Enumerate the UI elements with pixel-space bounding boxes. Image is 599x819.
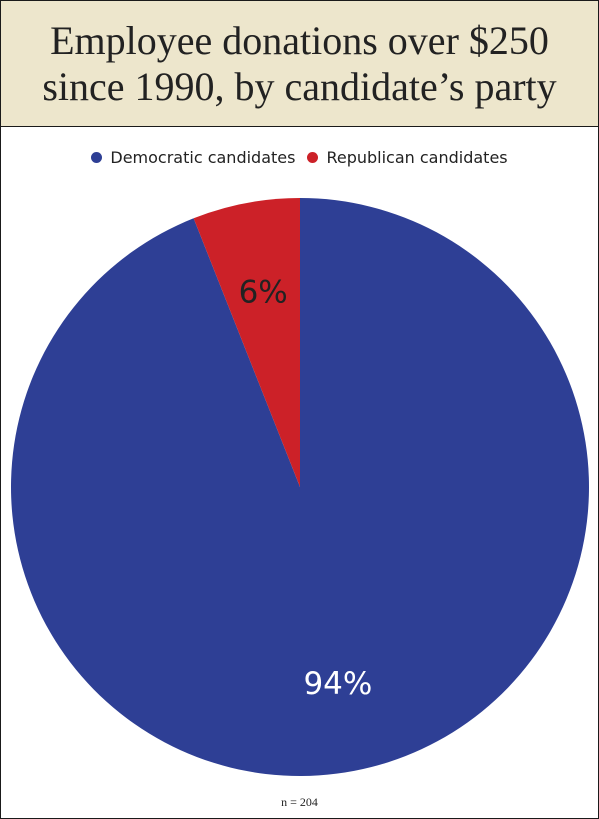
legend-item-republican: Republican candidates	[307, 148, 508, 167]
chart-title-line-2: since 1990, by candidate’s party	[42, 63, 557, 109]
legend-label-republican: Republican candidates	[326, 148, 508, 167]
legend: Democratic candidates Republican candida…	[1, 148, 598, 167]
title-banner: Employee donations over $250 since 1990,…	[1, 1, 598, 127]
legend-label-democratic: Democratic candidates	[110, 148, 296, 167]
legend-swatch-democratic	[91, 152, 103, 163]
slice-label-republican-candidates: 6%	[239, 274, 288, 310]
chart-title-line-1: Employee donations over $250	[50, 17, 549, 63]
legend-swatch-republican	[307, 152, 319, 163]
pie-slice-republican-candidates	[193, 198, 300, 487]
slice-label-democratic-candidates: 94%	[303, 666, 372, 702]
sample-size-note: n = 204	[281, 795, 318, 809]
pie-slice-democratic-candidates	[10, 198, 589, 777]
legend-item-democratic: Democratic candidates	[91, 148, 295, 167]
